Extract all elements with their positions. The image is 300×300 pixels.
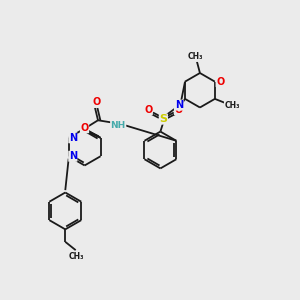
Text: O: O bbox=[144, 105, 152, 115]
Text: O: O bbox=[174, 105, 183, 115]
Text: O: O bbox=[80, 123, 88, 133]
Text: O: O bbox=[92, 98, 100, 107]
Text: N: N bbox=[69, 133, 77, 143]
Text: N: N bbox=[69, 151, 77, 161]
Text: CH₃: CH₃ bbox=[188, 52, 203, 62]
Text: NH: NH bbox=[111, 121, 126, 130]
Text: S: S bbox=[159, 114, 167, 124]
Text: CH₃: CH₃ bbox=[68, 252, 84, 261]
Text: N: N bbox=[175, 100, 183, 110]
Text: O: O bbox=[216, 76, 224, 87]
Text: CH₃: CH₃ bbox=[224, 101, 240, 110]
